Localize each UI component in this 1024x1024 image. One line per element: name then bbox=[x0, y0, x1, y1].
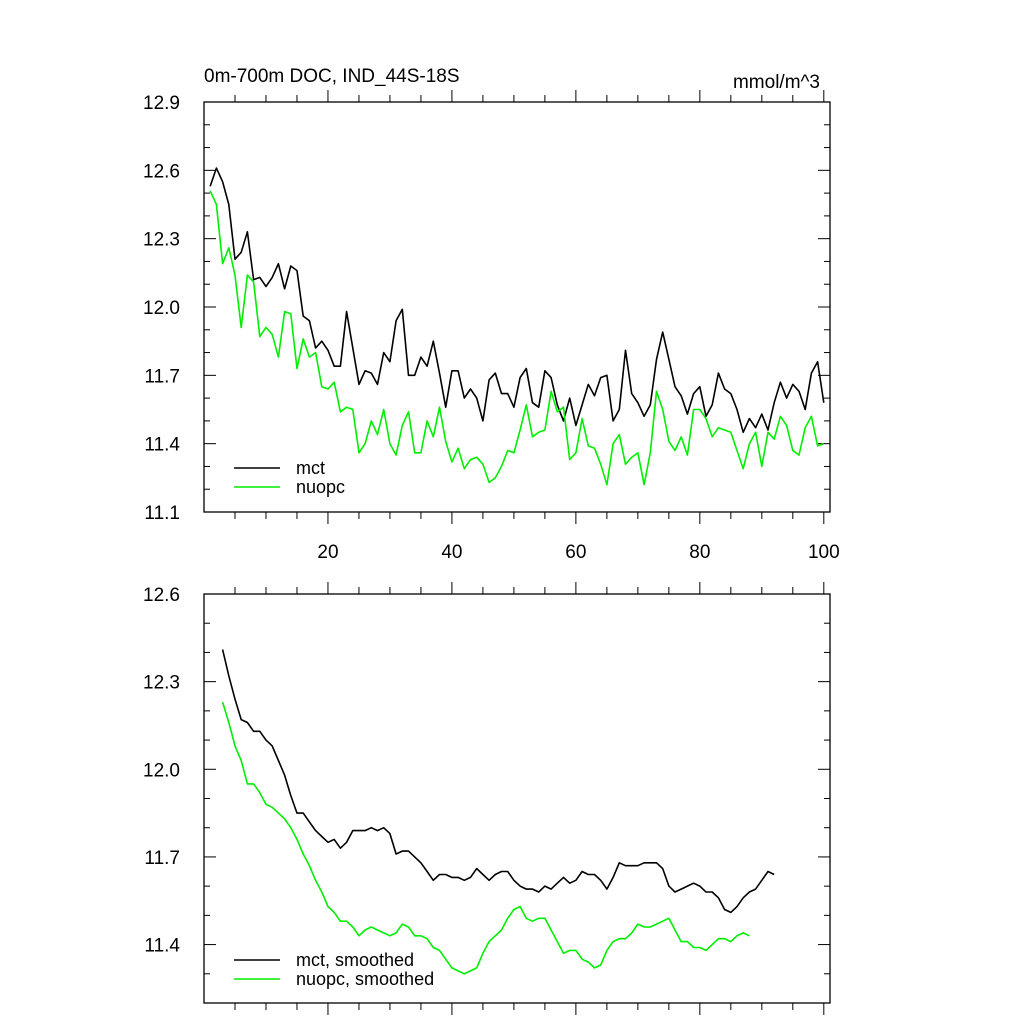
y-tick-label: 12.0 bbox=[143, 298, 180, 319]
y-tick-label: 11.4 bbox=[144, 435, 180, 456]
series-line-nuopc-smoothed bbox=[221, 701, 750, 975]
chart-title: 0m-700m DOC, IND_44S-18S bbox=[204, 66, 460, 87]
y-tick-label: 12.6 bbox=[143, 585, 180, 606]
y-tick-label: 12.3 bbox=[143, 230, 180, 251]
legend-label: nuopc, smoothed bbox=[296, 969, 434, 989]
x-tick-label: 100 bbox=[808, 542, 840, 563]
x-tick-label: 60 bbox=[565, 542, 586, 563]
y-tick-label: 12.9 bbox=[143, 93, 180, 114]
y-tick-label: 12.6 bbox=[143, 161, 180, 182]
x-tick-label: 40 bbox=[441, 542, 462, 563]
series-line-mct-smoothed bbox=[221, 649, 775, 914]
y-tick-label: 11.4 bbox=[144, 936, 180, 957]
y-tick-label: 12.0 bbox=[143, 760, 180, 781]
legend-label: mct, smoothed bbox=[296, 950, 414, 970]
legend-label: nuopc bbox=[296, 477, 345, 497]
top-panel: 11.1 11.4 11.7 12.0 12.3 12.6 12.9 20 40 60 80 100 0… bbox=[143, 66, 840, 563]
y-tick-label: 11.7 bbox=[144, 848, 180, 869]
plot-frame bbox=[203, 593, 831, 1004]
plot-frame bbox=[203, 101, 831, 513]
series-line-mct bbox=[209, 167, 825, 434]
x-tick-label: 80 bbox=[689, 542, 710, 563]
bottom-panel: 11.4 11.7 12.0 12.3 12.6 mct, smoothednuopc, … bbox=[143, 582, 831, 1015]
y-tick-label: 11.7 bbox=[144, 366, 180, 387]
y-tick-label: 12.3 bbox=[143, 673, 180, 694]
x-tick-label: 20 bbox=[317, 542, 338, 563]
y-tick-label: 11.1 bbox=[144, 503, 180, 524]
legend-label: mct bbox=[296, 458, 325, 478]
series-line-nuopc bbox=[209, 190, 825, 486]
units-label: mmol/m^3 bbox=[733, 72, 820, 93]
